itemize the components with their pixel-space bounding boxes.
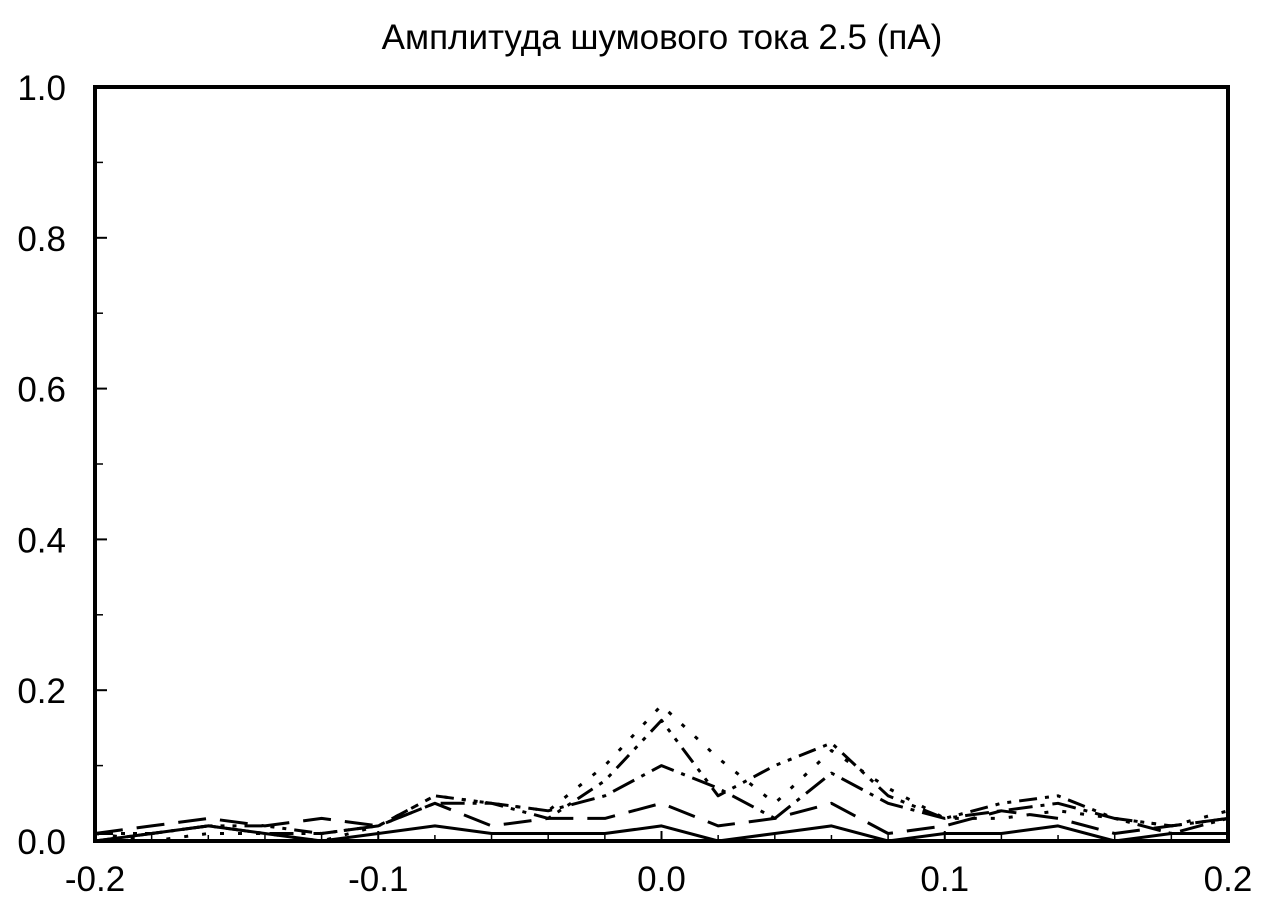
x-tick-label: 0.1 [920, 860, 969, 899]
chart-title: Амплитуда шумового тока 2.5 (пА) [381, 18, 943, 57]
y-tick-label: 1.0 [17, 69, 66, 108]
tick-layer: -0.2 -0.1 0.0 0.1 0.2 0.0 0.2 0.4 0.6 0.8 1.0 [17, 69, 1252, 899]
plot-frame [93, 85, 1230, 843]
x-tick-label: 0.0 [637, 860, 686, 899]
y-tick-label: 0.8 [17, 220, 66, 259]
x-tick-label: -0.2 [65, 860, 125, 899]
series-line-long-dash [94, 801, 1229, 835]
y-tick-label: 0.4 [17, 521, 66, 560]
series-line-solid [94, 824, 1228, 843]
x-tick-label: 0.2 [1204, 860, 1253, 899]
y-tick-label: 0.6 [17, 371, 66, 410]
series-layer [94, 703, 1229, 843]
series-line-dash-dot [94, 764, 1229, 843]
x-tick-label: -0.1 [348, 860, 408, 899]
series-line-dotted [94, 703, 1229, 843]
y-tick-label: 0.2 [17, 672, 66, 711]
y-tick-label: 0.0 [17, 823, 66, 862]
series-line-dash-dot-dot [95, 718, 1229, 835]
